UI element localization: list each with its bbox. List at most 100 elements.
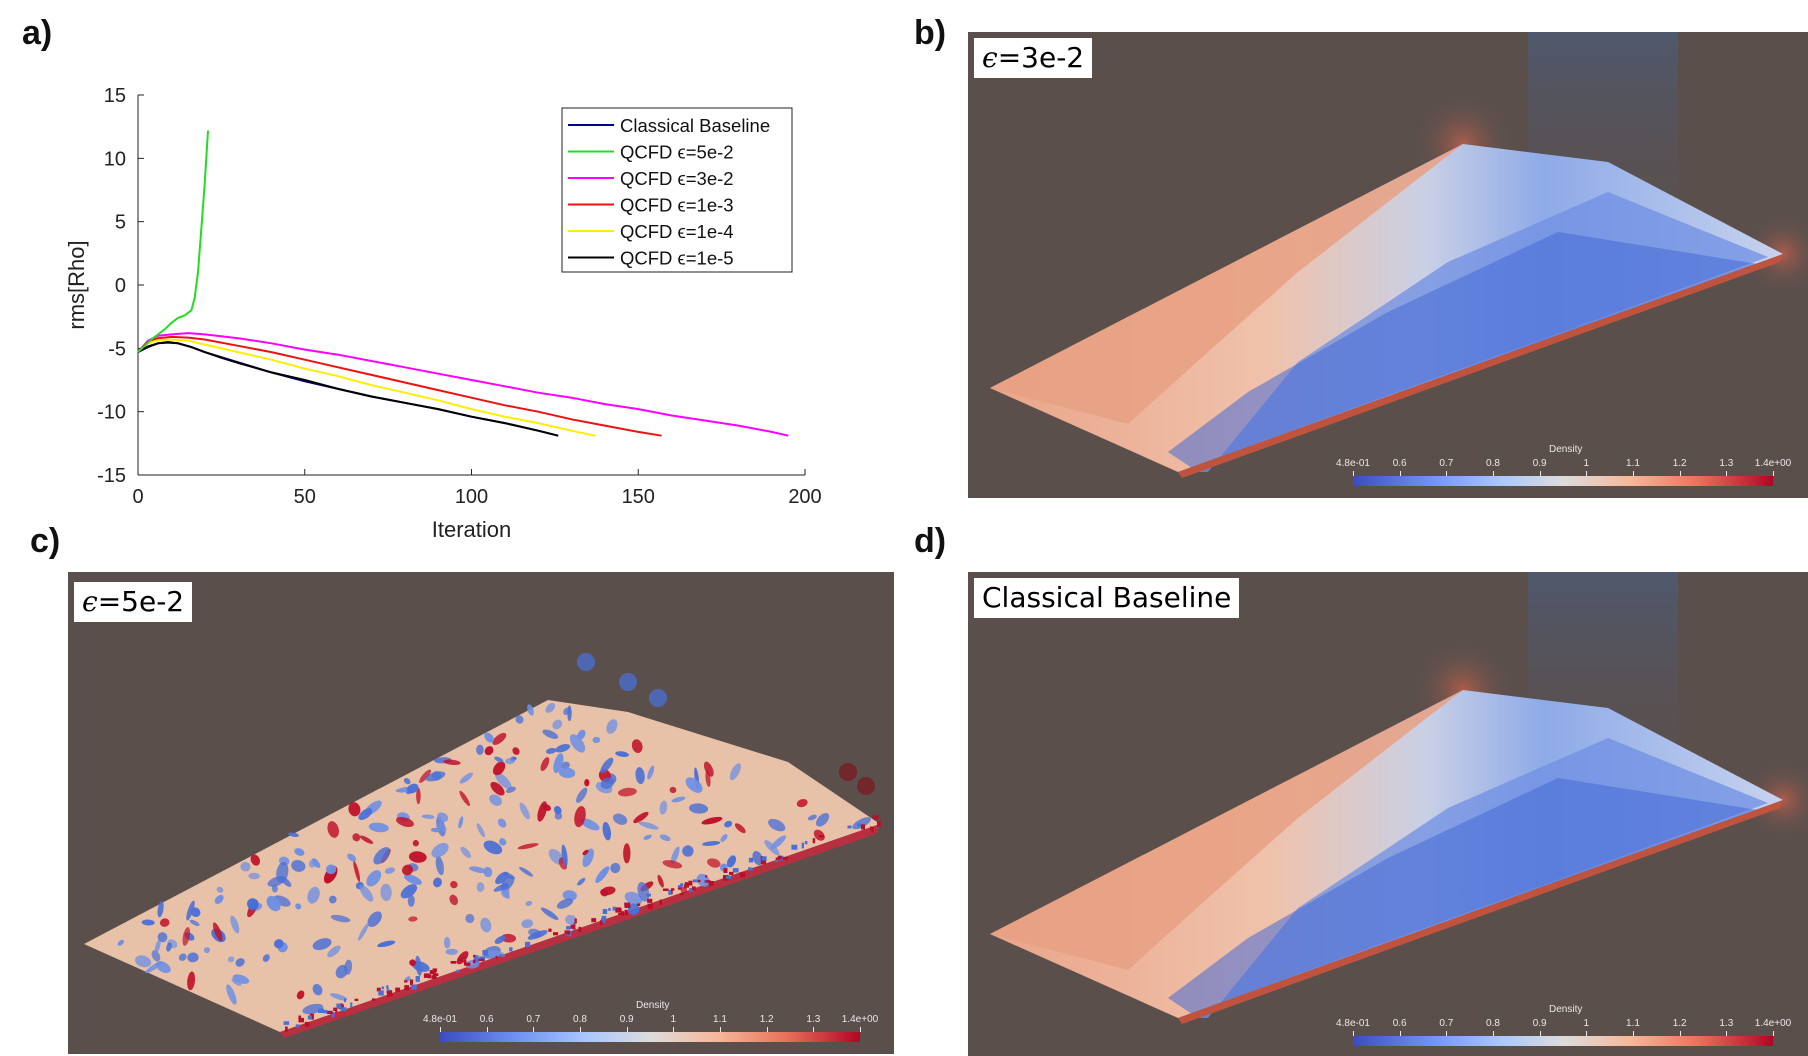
noise-speckle bbox=[861, 824, 865, 830]
noise-speckle bbox=[608, 908, 611, 911]
noise-speckle bbox=[386, 990, 393, 994]
colorbar-tick-mark bbox=[1539, 471, 1541, 476]
noise-patch bbox=[307, 886, 320, 904]
noise-speckle bbox=[473, 957, 480, 963]
noise-speckle bbox=[677, 885, 683, 888]
noise-patch bbox=[373, 847, 391, 865]
noise-speckle bbox=[618, 912, 621, 915]
noise-speckle bbox=[371, 998, 376, 1001]
noise-patch bbox=[159, 918, 170, 927]
noise-speckle bbox=[553, 932, 559, 936]
noise-patch bbox=[724, 820, 733, 828]
noise-speckle bbox=[869, 826, 874, 830]
noise-speckle bbox=[404, 985, 409, 991]
colorbar-tick-label: 1.4e+00 bbox=[1754, 458, 1792, 469]
colorbar-tick-label: 1.3 bbox=[1719, 1018, 1734, 1029]
noise-speckle bbox=[782, 856, 789, 860]
noise-patch bbox=[558, 767, 576, 779]
colorbar-tick-label: 1.1 bbox=[1626, 1018, 1640, 1029]
colorbar-tick-label: 0.9 bbox=[619, 1014, 634, 1025]
noise-patch bbox=[247, 898, 259, 911]
noise-patch bbox=[527, 704, 534, 716]
noise-speckle bbox=[680, 883, 684, 887]
noise-speckle bbox=[415, 976, 420, 982]
x-axis-label: Iteration bbox=[432, 517, 512, 542]
noise-speckle bbox=[318, 1008, 324, 1013]
noise-speckle bbox=[482, 950, 489, 956]
colorbar-tick-label: 1 bbox=[670, 1014, 677, 1025]
noise-patch bbox=[408, 851, 427, 863]
colorbar-tick-mark bbox=[1493, 1031, 1494, 1036]
panel-letter-a: a) bbox=[22, 14, 53, 52]
noise-patch bbox=[327, 821, 339, 838]
colorbar-tick-label: 1.2 bbox=[1672, 1018, 1687, 1029]
legend-box bbox=[561, 107, 793, 273]
noise-patch bbox=[425, 771, 446, 782]
noise-speckle bbox=[574, 918, 577, 924]
noise-patch bbox=[226, 984, 237, 1005]
legend-entry: QCFD ϵ=3e-2 bbox=[620, 168, 734, 189]
noise-patch bbox=[437, 812, 449, 822]
noise-patch bbox=[344, 959, 353, 975]
noise-patch bbox=[240, 861, 251, 872]
colorbar-tick-label: 0.8 bbox=[1486, 458, 1500, 469]
noise-patch bbox=[617, 787, 637, 797]
noise-patch bbox=[729, 763, 741, 781]
noise-speckle bbox=[689, 888, 695, 892]
noise-patch bbox=[567, 705, 572, 722]
noise-speckle bbox=[624, 909, 628, 916]
colorbar-tick-mark bbox=[1633, 471, 1634, 476]
colorbar-tick-mark bbox=[1353, 471, 1354, 476]
chart-legend: Classical Baseline QCFD ϵ=5e-2 QCFD ϵ=3e-2… bbox=[561, 107, 793, 273]
noise-speckle bbox=[450, 961, 457, 964]
noise-patch bbox=[262, 954, 270, 962]
noise-speckle bbox=[326, 1010, 333, 1014]
noise-speckle bbox=[599, 920, 603, 925]
y-tick-label: -10 bbox=[97, 402, 126, 424]
noise-patch bbox=[157, 901, 164, 918]
noise-speckle bbox=[732, 868, 739, 873]
noise-speckle bbox=[548, 928, 552, 932]
noise-speckle bbox=[466, 962, 471, 966]
noise-speckle bbox=[662, 888, 669, 891]
noise-patch bbox=[576, 787, 588, 803]
noise-patch bbox=[702, 841, 721, 846]
noise-speckle bbox=[647, 903, 653, 910]
noise-patch bbox=[492, 732, 507, 745]
noise-patch bbox=[178, 953, 187, 961]
noise-speckle bbox=[620, 911, 625, 916]
y-tick-label: -5 bbox=[108, 338, 126, 360]
noise-patch bbox=[308, 858, 318, 868]
colorbar-tick-label: 4.8e-01 bbox=[1336, 1018, 1370, 1029]
noise-patch bbox=[216, 886, 224, 893]
noise-patch bbox=[186, 900, 195, 921]
noise-patch bbox=[487, 950, 499, 958]
noise-speckle bbox=[350, 1002, 353, 1008]
colorbar-tick-mark bbox=[1353, 1031, 1354, 1036]
noise-speckle bbox=[723, 868, 728, 873]
noise-patch bbox=[483, 866, 493, 878]
noise-speckle bbox=[429, 970, 436, 975]
colorbar-gradient bbox=[1353, 476, 1773, 486]
noise-patch bbox=[494, 935, 506, 944]
noise-patch bbox=[274, 939, 284, 949]
noise-patch bbox=[450, 880, 458, 889]
panel-letter-d: d) bbox=[914, 522, 947, 560]
colorbar-tick-label: 4.8e-01 bbox=[1336, 458, 1370, 469]
noise-speckle bbox=[376, 987, 381, 992]
series-line-1 bbox=[137, 130, 209, 353]
numerical-noise-patches bbox=[117, 653, 882, 1032]
noise-patch bbox=[476, 744, 484, 755]
noise-patch bbox=[358, 808, 373, 821]
noise-patch bbox=[476, 823, 486, 838]
noise-patch bbox=[540, 907, 559, 921]
detached-blob bbox=[577, 653, 595, 671]
noise-speckle bbox=[749, 867, 753, 871]
panel-letter-c: c) bbox=[30, 522, 61, 560]
x-tick-label: 0 bbox=[132, 486, 143, 508]
noise-patch bbox=[624, 891, 643, 905]
noise-patch bbox=[227, 956, 235, 963]
noise-patch bbox=[367, 911, 382, 927]
colorbar-tick-label: 0.7 bbox=[1439, 458, 1454, 469]
colorbar-c: Density 4.8e-01 0.6 0.7 0.8 0.9 1 1.1 1.2 1.3 1.4e… bbox=[423, 1000, 878, 1050]
